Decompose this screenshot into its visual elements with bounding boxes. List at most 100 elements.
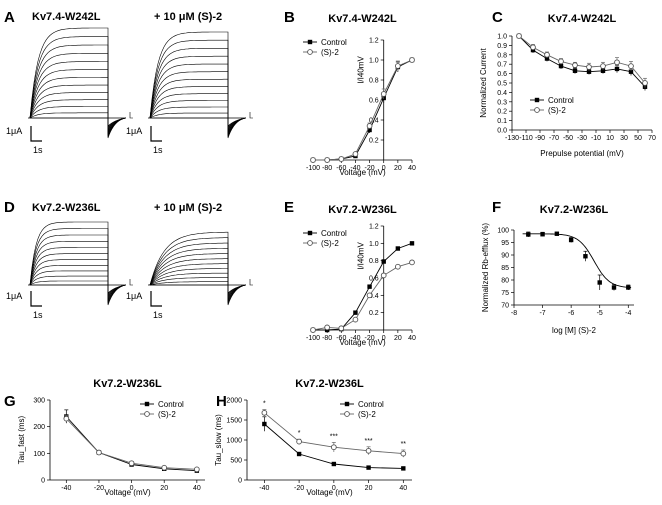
current-trace — [29, 61, 127, 134]
x-tick-label: -4 — [625, 310, 631, 317]
x-tick-label: 40 — [408, 335, 416, 342]
data-point-s2 — [193, 466, 200, 473]
x-tick-label: -40 — [259, 485, 269, 492]
data-point-s2 — [409, 57, 415, 63]
y-tick-label: 500 — [230, 458, 242, 465]
series-line-control — [518, 35, 646, 88]
x-tick-label: 10 — [606, 135, 614, 142]
panel-letter-c: C — [492, 9, 503, 26]
current-trace — [29, 106, 127, 129]
y-tick-label: 1000 — [226, 438, 242, 445]
panel-letter-a: A — [4, 9, 15, 26]
series-line-control — [313, 242, 413, 331]
data-point-s2 — [400, 450, 407, 457]
current-trace — [29, 280, 127, 295]
data-point-s2 — [307, 49, 313, 55]
legend-label: Control — [321, 38, 347, 47]
scale-time-label: 1s — [153, 310, 163, 320]
y-tick-label: 1.2 — [369, 38, 379, 45]
current-trace — [149, 48, 247, 136]
y-tick-label: 0.7 — [497, 62, 507, 69]
y-tick-label: 0.9 — [497, 43, 507, 50]
data-point-s2 — [324, 157, 330, 163]
data-point-control — [572, 68, 578, 73]
fit-curve — [522, 233, 632, 289]
scale-time-label: 1s — [33, 310, 43, 320]
current-trace — [149, 237, 247, 304]
trace-a-left-label: Kv7.4-W242L — [32, 11, 101, 23]
current-trace — [149, 86, 247, 132]
data-point-s2 — [642, 80, 648, 86]
x-tick-label: -80 — [322, 165, 332, 172]
data-point-s2 — [395, 63, 401, 69]
current-trace — [149, 71, 247, 133]
scale-current-label: 1μA — [6, 126, 22, 136]
x-tick-label: 40 — [399, 485, 407, 492]
data-point-control — [597, 280, 602, 285]
y-axis-label: Tau_fast (ms) — [17, 415, 26, 464]
chart-panel-g: Kv7.2-W236L -40 -20 0 20 40 0 100 200 300 Voltage … — [17, 378, 205, 497]
y-tick-label: 0.4 — [497, 90, 507, 97]
current-trace — [29, 112, 127, 128]
current-trace — [29, 270, 127, 297]
current-trace — [29, 77, 127, 132]
y-tick-label: 200 — [33, 424, 45, 431]
data-point-s2 — [600, 63, 606, 69]
data-point-control — [526, 232, 531, 237]
x-tick-label: -30 — [577, 135, 587, 142]
current-trace — [149, 268, 247, 298]
data-point-control — [344, 401, 350, 407]
data-point-s2 — [261, 409, 268, 416]
legend-label: Control — [358, 400, 384, 409]
scale-time-label: 1s — [33, 145, 43, 155]
scale-current-label: 1μA — [6, 291, 22, 301]
y-tick-label: 0 — [238, 478, 242, 485]
x-tick-label: 0 — [332, 485, 336, 492]
current-trace — [29, 247, 127, 301]
x-tick-label: -40 — [350, 335, 360, 342]
y-axis-label: I/I40mV — [357, 242, 366, 270]
data-point-s2 — [310, 157, 316, 163]
chart-title: Kv7.4-W242L — [328, 13, 397, 25]
x-tick-label: 50 — [634, 135, 642, 142]
x-tick-label: -8 — [511, 310, 517, 317]
current-trace — [149, 106, 247, 129]
data-point-control — [540, 232, 545, 237]
legend-label: (S)-2 — [358, 410, 376, 419]
data-point-control — [614, 66, 620, 72]
trace-d-right-label: + 10 μM (S)-2 — [154, 202, 222, 214]
y-tick-label: 0.6 — [497, 71, 507, 78]
trace-d-left-label: Kv7.2-W236L — [32, 202, 101, 214]
y-tick-label: 2000 — [226, 398, 242, 405]
data-point-s2 — [530, 44, 536, 51]
scale-bar-d-left: 1μA 1s — [6, 291, 43, 320]
trace-end-marker — [129, 112, 133, 119]
current-trace — [149, 100, 247, 130]
data-point-s2 — [352, 316, 359, 323]
x-tick-label: -90 — [535, 135, 545, 142]
data-point-s2 — [409, 259, 415, 266]
y-axis-label: Normalized Rb-efflux (%) — [481, 223, 490, 313]
legend-label: (S)-2 — [158, 410, 176, 419]
data-point-s2 — [572, 62, 578, 68]
significance-marker: * — [263, 401, 266, 408]
current-trace — [149, 112, 247, 128]
data-point-control — [409, 241, 415, 246]
legend-label: (S)-2 — [321, 48, 339, 57]
x-tick-label: -20 — [94, 485, 104, 492]
data-point-control — [586, 69, 592, 74]
data-point-control — [544, 56, 550, 61]
data-point-s2 — [380, 91, 387, 97]
scale-bar-a-left: 1μA 1s — [6, 126, 43, 155]
current-traces — [28, 27, 253, 306]
data-point-s2 — [63, 415, 70, 422]
x-tick-label: -20 — [365, 165, 375, 172]
data-point-s2 — [365, 447, 372, 454]
y-tick-label: 0.6 — [369, 98, 379, 105]
x-tick-label: 30 — [620, 135, 628, 142]
data-point-control — [307, 230, 313, 236]
x-tick-label: -60 — [336, 165, 346, 172]
y-axis-label: Tau_slow (ms) — [214, 414, 223, 466]
data-point-s2 — [338, 325, 345, 332]
